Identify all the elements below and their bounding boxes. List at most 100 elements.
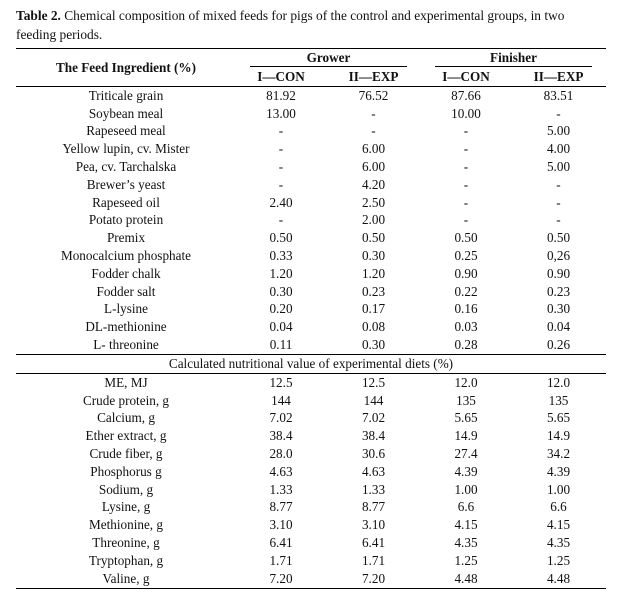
row-label: Monocalcium phosphate bbox=[60, 248, 191, 264]
ingredient-column-header: The Feed Ingredient (%) bbox=[16, 48, 236, 87]
table-cell: 0.50 bbox=[361, 230, 386, 246]
table-cell: 6.00 bbox=[361, 159, 386, 175]
table-cell: 6.00 bbox=[361, 141, 386, 157]
nutrition-row: Crude fiber, g 28.0 30.6 27.4 34.2 bbox=[16, 445, 606, 463]
table-cell: 1.00 bbox=[454, 481, 478, 497]
table-cell: 4.39 bbox=[454, 463, 478, 479]
nutrition-row: Ether extract, g 38.4 38.4 14.9 14.9 bbox=[16, 427, 606, 445]
table-cell: 81.92 bbox=[266, 87, 296, 103]
row-label: Lysine, g bbox=[101, 499, 151, 515]
table-cell: 6.41 bbox=[361, 535, 386, 551]
table-cell: - bbox=[463, 194, 469, 210]
ingredient-row: Premix 0.50 0.50 0.50 0.50 bbox=[16, 229, 606, 247]
table-cell: 4.00 bbox=[546, 141, 571, 157]
table-cell: 0.50 bbox=[269, 230, 293, 246]
table-cell: 135 bbox=[456, 392, 476, 408]
subcol-header: I—CON bbox=[421, 68, 511, 87]
table-cell: 5.00 bbox=[546, 123, 571, 139]
table-cell: 30.6 bbox=[361, 446, 386, 462]
table-cell: 4.15 bbox=[454, 517, 478, 533]
table-cell: 0.08 bbox=[361, 319, 386, 335]
row-label: ME, MJ bbox=[104, 374, 148, 390]
subcol-header: I—CON bbox=[236, 68, 326, 87]
table-cell: 0.11 bbox=[269, 337, 293, 353]
row-label: L-lysine bbox=[104, 301, 148, 317]
ingredient-row: Potato protein - 2.00 - - bbox=[16, 212, 606, 230]
table-cell: 0.23 bbox=[546, 283, 571, 299]
row-label: Rapeseed oil bbox=[92, 194, 160, 210]
table-cell: 3.10 bbox=[361, 517, 386, 533]
table-cell: 6.41 bbox=[269, 535, 293, 551]
table-cell: 1.33 bbox=[269, 481, 293, 497]
ingredients-body: Triticale grain 81.92 76.52 87.66 83.51 Soybe… bbox=[16, 87, 606, 355]
table-cell: 4.35 bbox=[546, 535, 571, 551]
caption-label: Table 2. bbox=[16, 8, 61, 23]
table-cell: 7.02 bbox=[269, 410, 293, 426]
row-label: Pea, cv. Tarchalska bbox=[75, 159, 177, 175]
table-cell: 5.00 bbox=[546, 159, 571, 175]
table-cell: 1.71 bbox=[361, 552, 386, 568]
table-cell: 0.30 bbox=[361, 248, 386, 264]
table-cell: 87.66 bbox=[451, 87, 481, 103]
row-label: Methionine, g bbox=[89, 517, 163, 533]
ingredient-row: Fodder salt 0.30 0.23 0.22 0.23 bbox=[16, 283, 606, 301]
ingredient-row: Soybean meal 13.00 - 10.00 - bbox=[16, 105, 606, 123]
row-label: DL-methionine bbox=[85, 319, 167, 335]
ingredient-row: Brewer’s yeast - 4.20 - - bbox=[16, 176, 606, 194]
table-cell: 0.30 bbox=[269, 283, 293, 299]
table-cell: 8.77 bbox=[361, 499, 386, 515]
table-cell: 0.22 bbox=[454, 283, 478, 299]
table-cell: 1.20 bbox=[269, 265, 293, 281]
row-label: Ether extract, g bbox=[85, 428, 167, 444]
section-divider: Calculated nutritional value of experime… bbox=[16, 353, 606, 374]
feed-composition-table: The Feed Ingredient (%) Grower Finisher … bbox=[16, 48, 606, 589]
table-cell: 0.23 bbox=[361, 283, 386, 299]
table-cell: 0.50 bbox=[546, 230, 571, 246]
nutrition-row: Phosphorus g 4.63 4.63 4.39 4.39 bbox=[16, 463, 606, 481]
table-cell: 38.4 bbox=[269, 428, 293, 444]
table-cell: 0.16 bbox=[454, 301, 478, 317]
table-caption: Table 2. Chemical composition of mixed f… bbox=[16, 6, 606, 44]
table-cell: 144 bbox=[363, 392, 384, 408]
table-cell: 2.40 bbox=[269, 194, 293, 210]
table-cell: 7.20 bbox=[236, 569, 326, 589]
table-cell: 5.65 bbox=[546, 410, 571, 426]
table-cell: 14.9 bbox=[546, 428, 571, 444]
table-cell: 1.25 bbox=[454, 552, 478, 568]
table-cell: - bbox=[278, 123, 284, 139]
table-cell: 1.20 bbox=[361, 265, 386, 281]
table-cell: 4.35 bbox=[454, 535, 478, 551]
table-cell: 1.25 bbox=[546, 552, 571, 568]
subcol-header: II—EXP bbox=[326, 68, 421, 87]
ingredient-row: Rapeseed meal - - - 5.00 bbox=[16, 123, 606, 141]
nutrition-row: Lysine, g 8.77 8.77 6.6 6.6 bbox=[16, 499, 606, 517]
table-cell: 6.6 bbox=[550, 499, 567, 515]
group-header-grower: Grower bbox=[236, 48, 421, 68]
table-cell: 4.15 bbox=[546, 517, 571, 533]
table-cell: 0.90 bbox=[454, 265, 478, 281]
ingredient-row: DL-methionine 0.04 0.08 0.03 0.04 bbox=[16, 318, 606, 336]
table-cell: - bbox=[556, 105, 561, 121]
table-cell: 10.00 bbox=[451, 105, 481, 121]
row-label: Triticale grain bbox=[88, 87, 164, 103]
row-label: Rapeseed meal bbox=[86, 123, 166, 139]
table-cell: 12.5 bbox=[361, 374, 386, 390]
table-cell: - bbox=[463, 212, 469, 228]
table-cell: 5.65 bbox=[454, 410, 478, 426]
table-cell: - bbox=[556, 212, 561, 228]
table-cell: 0.04 bbox=[546, 319, 571, 335]
table-cell: 2.50 bbox=[361, 194, 386, 210]
nutrition-body: ME, MJ 12.5 12.5 12.0 12.0 Crude protein, g 14… bbox=[16, 373, 606, 589]
table-cell: 83.51 bbox=[543, 87, 574, 103]
table-cell: 0.17 bbox=[361, 301, 386, 317]
row-label: Fodder salt bbox=[96, 283, 156, 299]
table-cell: 0.20 bbox=[269, 301, 293, 317]
ingredient-row: Yellow lupin, cv. Mister - 6.00 - 4.00 bbox=[16, 140, 606, 158]
table-cell: 3.10 bbox=[269, 517, 293, 533]
row-label: L- threonine bbox=[93, 337, 159, 353]
row-label: Sodium, g bbox=[98, 481, 154, 497]
table-cell: 12.0 bbox=[454, 374, 478, 390]
ingredient-row: Fodder chalk 1.20 1.20 0.90 0.90 bbox=[16, 265, 606, 283]
nutrition-row: Calcium, g 7.02 7.02 5.65 5.65 bbox=[16, 410, 606, 428]
table-cell: 2.00 bbox=[361, 212, 386, 228]
